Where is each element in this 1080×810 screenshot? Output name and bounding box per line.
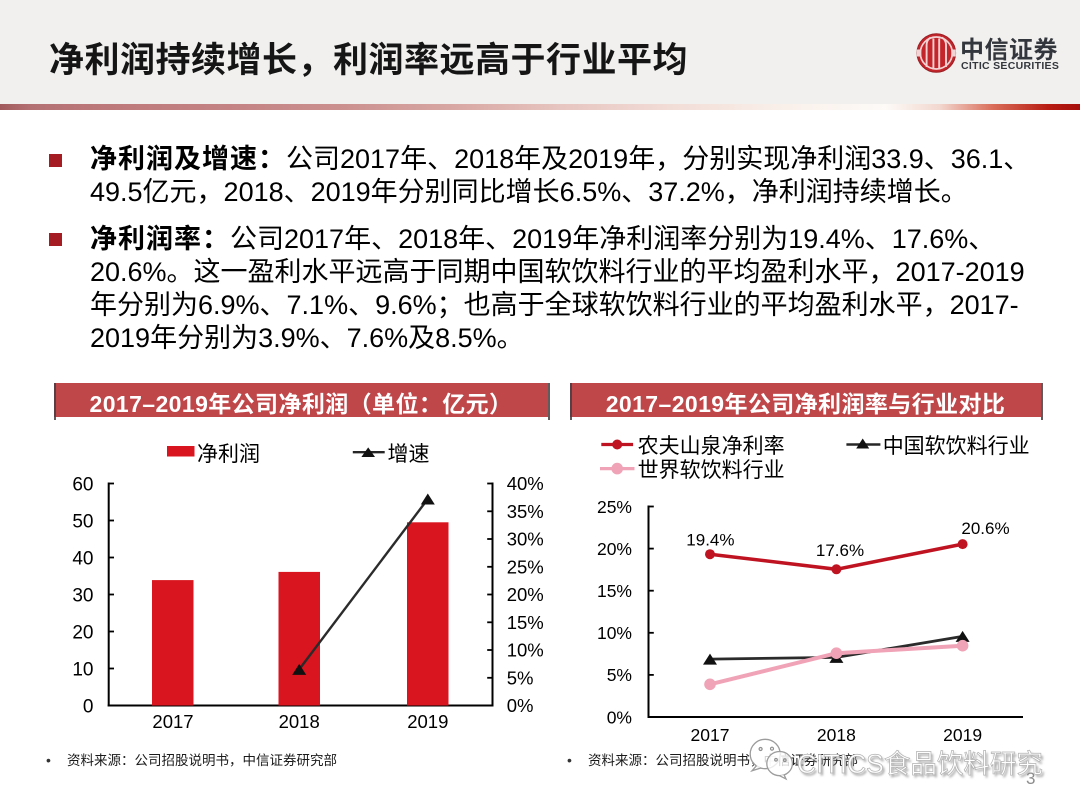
svg-text:25%: 25% — [597, 497, 632, 517]
svg-text:35%: 35% — [507, 501, 544, 522]
svg-text:2018: 2018 — [279, 711, 320, 732]
svg-text:2019: 2019 — [943, 725, 982, 745]
svg-text:20%: 20% — [597, 539, 632, 559]
svg-text:15%: 15% — [507, 612, 544, 633]
svg-text:中国软饮料行业: 中国软饮料行业 — [883, 435, 1030, 458]
svg-text:5%: 5% — [507, 667, 534, 688]
svg-text:40%: 40% — [507, 473, 544, 494]
svg-text:20: 20 — [72, 622, 93, 643]
svg-text:5%: 5% — [607, 665, 632, 685]
svg-text:50: 50 — [72, 511, 93, 532]
svg-text:0: 0 — [83, 696, 94, 717]
svg-text:2017: 2017 — [152, 711, 193, 732]
svg-text:10%: 10% — [597, 623, 632, 643]
svg-text:15%: 15% — [597, 581, 632, 601]
svg-text:17.6%: 17.6% — [816, 541, 864, 560]
svg-text:农夫山泉净利率: 农夫山泉净利率 — [638, 435, 785, 458]
svg-text:2019: 2019 — [407, 711, 448, 732]
svg-text:增速: 增速 — [388, 443, 430, 466]
svg-text:0%: 0% — [607, 707, 632, 727]
svg-text:2017: 2017 — [691, 725, 730, 745]
svg-text:0%: 0% — [507, 695, 534, 716]
svg-text:40: 40 — [72, 548, 93, 569]
svg-text:60: 60 — [72, 474, 93, 495]
svg-text:2018: 2018 — [817, 725, 856, 745]
svg-text:19.4%: 19.4% — [686, 531, 734, 550]
svg-text:10: 10 — [72, 659, 93, 680]
svg-text:30: 30 — [72, 585, 93, 606]
svg-text:30%: 30% — [507, 529, 544, 550]
svg-text:世界软饮料行业: 世界软饮料行业 — [638, 459, 785, 482]
svg-text:净利润: 净利润 — [197, 443, 260, 466]
svg-text:20%: 20% — [507, 584, 544, 605]
svg-text:10%: 10% — [507, 640, 544, 661]
svg-text:20.6%: 20.6% — [961, 519, 1009, 538]
svg-text:25%: 25% — [507, 556, 544, 577]
